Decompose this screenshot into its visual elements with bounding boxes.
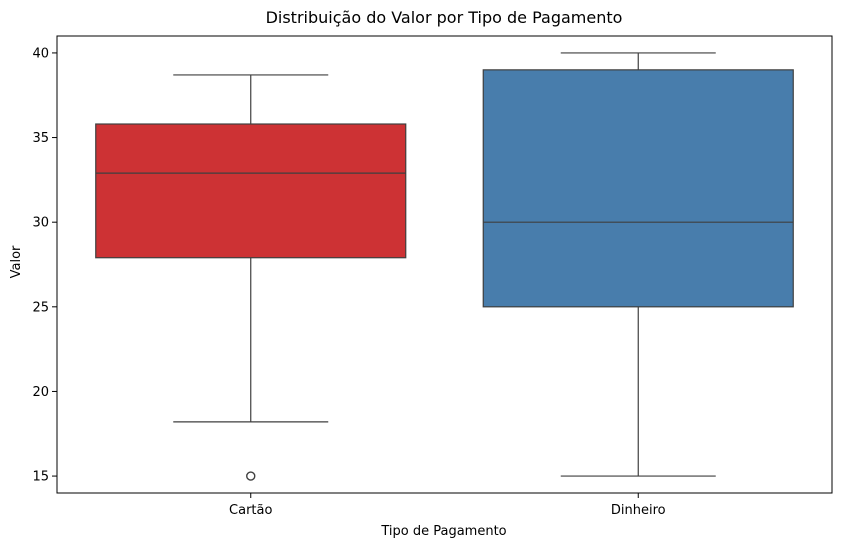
box-iqr (482, 69, 794, 308)
plot-area (95, 52, 794, 481)
x-axis-label: Tipo de Pagamento (380, 524, 506, 539)
y-tick-label: 35 (32, 131, 49, 146)
y-tick-label: 40 (32, 46, 49, 61)
box-group-series-1 (95, 74, 407, 481)
box-iqr (95, 123, 407, 259)
x-tick-label: Dinheiro (611, 503, 666, 518)
y-tick-label: 15 (32, 470, 49, 485)
outlier-point (246, 471, 256, 481)
x-tick-label: Cartão (229, 503, 272, 518)
box-group-series-2 (482, 52, 794, 477)
plot-frame (56, 35, 833, 494)
y-tick-label: 30 (32, 216, 49, 231)
axes: 15 20 25 30 35 40 Cartão Dinheiro (32, 35, 833, 518)
y-axis-label: Valor (9, 245, 24, 278)
chart-title: Distribuição do Valor por Tipo de Pagame… (266, 8, 623, 27)
y-tick-label: 20 (32, 385, 49, 400)
y-tick-label: 25 (32, 300, 49, 315)
